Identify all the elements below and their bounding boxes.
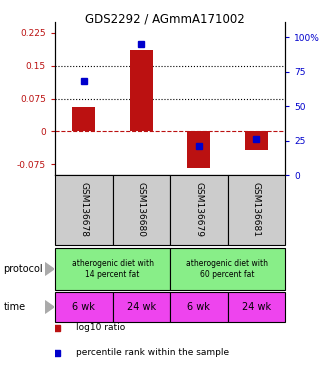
Bar [187, 131, 210, 169]
Text: 24 wk: 24 wk [127, 302, 156, 312]
Text: 6 wk: 6 wk [72, 302, 95, 312]
Bar [170, 292, 227, 322]
Bar [72, 107, 95, 131]
Polygon shape [45, 263, 54, 275]
Text: percentile rank within the sample: percentile rank within the sample [76, 348, 229, 357]
Text: 6 wk: 6 wk [187, 302, 210, 312]
Bar [170, 175, 227, 245]
Bar [55, 292, 113, 322]
Text: protocol: protocol [3, 264, 43, 274]
Text: GDS2292 / AGmmA171002: GDS2292 / AGmmA171002 [85, 12, 245, 25]
Bar [113, 175, 170, 245]
Bar [245, 131, 268, 150]
Polygon shape [45, 301, 54, 313]
Bar [130, 50, 153, 131]
Bar [170, 248, 285, 290]
Text: log10 ratio: log10 ratio [76, 323, 125, 332]
Bar [227, 292, 285, 322]
Text: atherogenic diet with
60 percent fat: atherogenic diet with 60 percent fat [186, 259, 269, 279]
Text: GSM136680: GSM136680 [137, 182, 146, 237]
Text: GSM136681: GSM136681 [252, 182, 261, 237]
Bar [113, 292, 170, 322]
Text: time: time [3, 302, 25, 312]
Text: GSM136679: GSM136679 [194, 182, 203, 237]
Text: GSM136678: GSM136678 [79, 182, 88, 237]
Text: 24 wk: 24 wk [242, 302, 271, 312]
Bar [227, 175, 285, 245]
Bar [55, 248, 170, 290]
Text: atherogenic diet with
14 percent fat: atherogenic diet with 14 percent fat [72, 259, 153, 279]
Bar [55, 175, 113, 245]
